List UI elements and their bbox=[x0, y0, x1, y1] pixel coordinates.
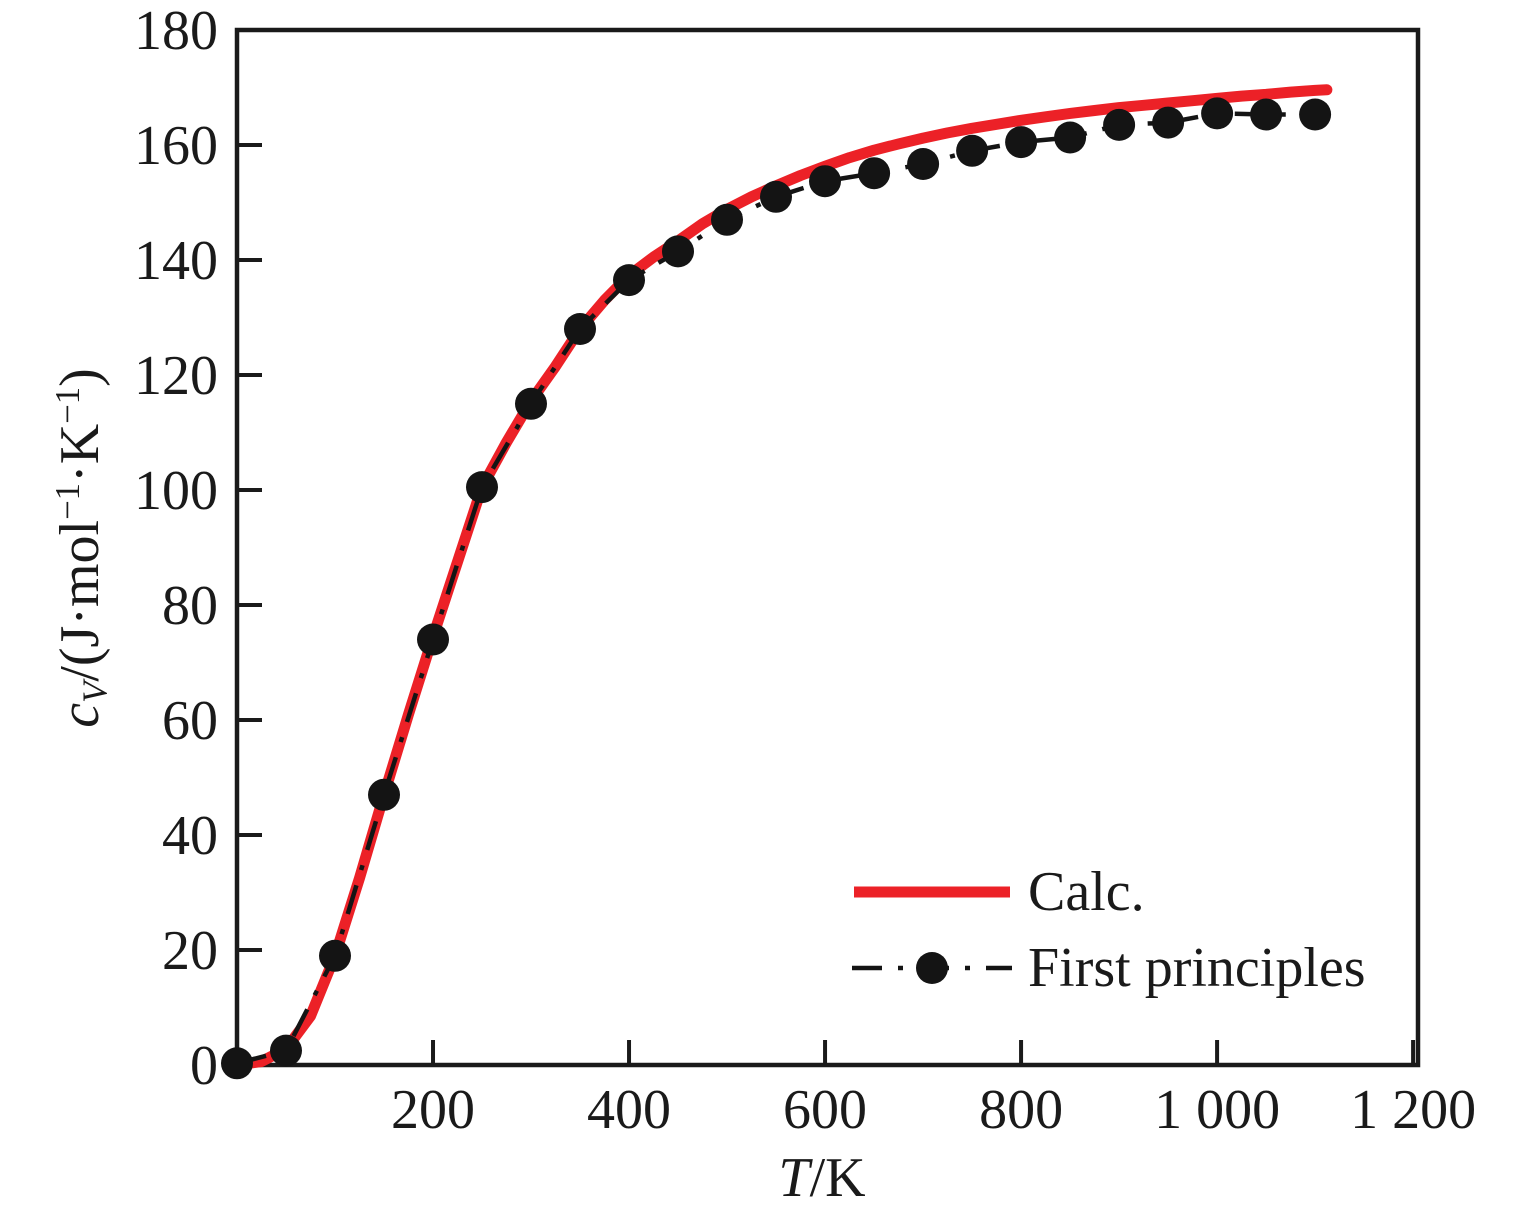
data-point-marker bbox=[564, 313, 596, 345]
x-axis-label: T/K bbox=[778, 1147, 866, 1209]
first-principles-line-swatch bbox=[852, 952, 1012, 984]
y-axis-label: cV/(J·mol−1·K−1) bbox=[47, 368, 115, 728]
y-tick-label: 140 bbox=[134, 230, 218, 292]
data-point-marker bbox=[662, 235, 694, 268]
data-point-marker bbox=[1152, 106, 1185, 139]
y-axis-subscript: V bbox=[75, 681, 115, 703]
data-point-marker bbox=[319, 939, 351, 972]
data-point-marker bbox=[221, 1047, 253, 1080]
data-point-marker bbox=[711, 203, 743, 236]
x-tick-label: 1 200 bbox=[1350, 1079, 1476, 1141]
x-tick-label: 400 bbox=[587, 1079, 671, 1141]
y-tick-label: 0 bbox=[190, 1035, 218, 1097]
data-point-marker bbox=[515, 387, 547, 420]
legend-item-calc: Calc. bbox=[850, 860, 1366, 924]
data-point-marker bbox=[907, 148, 940, 180]
data-point-marker bbox=[858, 157, 891, 190]
data-point-marker bbox=[417, 623, 449, 656]
data-point-marker bbox=[956, 134, 989, 167]
legend: Calc. First principles bbox=[850, 860, 1366, 1000]
legend-item-first-principles: First principles bbox=[850, 936, 1366, 1000]
x-axis-symbol: T bbox=[778, 1147, 810, 1209]
data-point-marker bbox=[1250, 98, 1283, 131]
data-point-marker bbox=[368, 778, 400, 811]
data-point-marker bbox=[613, 264, 645, 297]
y-axis-symbol: c bbox=[49, 702, 111, 728]
data-point-marker bbox=[760, 180, 792, 213]
x-tick-label: 600 bbox=[783, 1079, 867, 1141]
data-point-marker bbox=[1054, 121, 1087, 154]
legend-label-first-principles: First principles bbox=[1028, 937, 1366, 999]
data-point-marker bbox=[1005, 126, 1038, 159]
data-point-marker bbox=[1201, 97, 1234, 130]
calc-line-swatch bbox=[854, 886, 1010, 898]
x-tick-label: 800 bbox=[979, 1079, 1063, 1141]
y-tick-label: 120 bbox=[134, 345, 218, 407]
data-point-marker bbox=[466, 471, 498, 504]
y-tick-label: 100 bbox=[134, 460, 218, 522]
y-tick-label: 160 bbox=[134, 115, 218, 177]
plot-border bbox=[234, 27, 1421, 1068]
x-tick-label: 1 000 bbox=[1154, 1079, 1280, 1141]
data-point-marker bbox=[270, 1034, 302, 1067]
x-tick-label: 200 bbox=[391, 1079, 475, 1141]
data-point-marker bbox=[1103, 108, 1136, 141]
data-point-marker bbox=[809, 165, 841, 198]
y-tick-label: 80 bbox=[162, 575, 218, 637]
y-tick-label: 20 bbox=[162, 920, 218, 982]
legend-label-calc: Calc. bbox=[1028, 861, 1145, 923]
data-point-marker bbox=[1299, 98, 1332, 131]
y-tick-label: 40 bbox=[162, 805, 218, 867]
y-tick-label: 60 bbox=[162, 690, 218, 752]
y-tick-label: 180 bbox=[134, 0, 218, 62]
